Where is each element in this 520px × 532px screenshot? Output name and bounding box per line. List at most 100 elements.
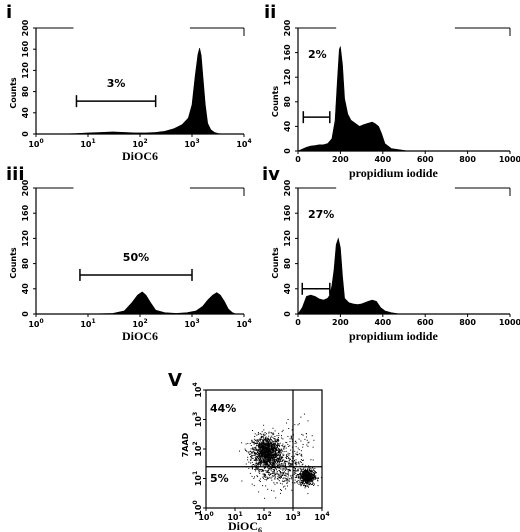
scatter-point (276, 440, 278, 442)
scatter-point (308, 481, 310, 483)
scatter-point (272, 471, 273, 473)
scatter-point (273, 462, 275, 464)
scatter-point (270, 457, 272, 459)
scatter-point (294, 459, 295, 461)
scatter-point (253, 441, 255, 443)
scatter-point (273, 464, 275, 465)
scatter-point (306, 436, 307, 438)
scatter-point (303, 459, 304, 461)
scatter-point (312, 476, 314, 478)
scatter-point (308, 480, 310, 482)
scatter-point (255, 469, 257, 470)
scatter-point (268, 453, 270, 455)
scatter-point (315, 477, 317, 479)
scatter-point (259, 469, 261, 471)
scatter-point (299, 453, 301, 455)
scatter-point (265, 461, 267, 463)
scatter-point (273, 460, 275, 461)
scatter-point (295, 459, 297, 461)
scatter-point (272, 451, 274, 453)
scatter-point (262, 476, 264, 478)
scatter-point (260, 450, 262, 452)
scatter-point (265, 455, 267, 457)
scatter-point (259, 448, 261, 450)
scatter-point (263, 453, 265, 455)
scatter-point (291, 460, 293, 462)
scatter-point (275, 455, 277, 457)
scatter-point (280, 492, 281, 494)
scatter-point (270, 453, 272, 455)
scatter-point (259, 464, 261, 466)
scatter-point (256, 457, 258, 459)
scatter-point (249, 443, 251, 444)
scatter-point (277, 459, 279, 461)
scatter-point (241, 480, 243, 482)
scatter-point (299, 480, 301, 482)
scatter-point (265, 442, 267, 444)
scatter-point (262, 447, 264, 449)
scatter-point (307, 485, 309, 487)
scatter-point (269, 464, 271, 466)
scatter-point (297, 454, 299, 456)
scatter-point (278, 459, 280, 461)
scatter-point (281, 437, 283, 439)
scatter-point (274, 464, 276, 466)
panel-label: iv (262, 164, 280, 185)
panel-label: iii (6, 164, 25, 185)
scatter-point (313, 485, 315, 486)
scatter-point (259, 441, 261, 443)
scatter-point (295, 464, 297, 466)
scatter-point (273, 459, 274, 461)
scatter-point (271, 449, 273, 451)
scatter-point (308, 474, 310, 476)
scatter-point (261, 448, 263, 450)
scatter-point (272, 427, 274, 429)
scatter-point (272, 467, 274, 468)
scatter-point (253, 442, 255, 444)
scatter-point (271, 473, 273, 474)
scatter-point (252, 464, 254, 465)
x-tick-label: 600 (417, 155, 434, 164)
scatter-point (273, 472, 275, 474)
scatter-point (273, 456, 275, 458)
scatter-point (247, 442, 249, 444)
scatter-cluster (279, 413, 315, 478)
scatter-point (284, 463, 286, 465)
scatter-point (256, 457, 258, 459)
scatter-point (269, 448, 271, 450)
scatter-point (256, 460, 258, 462)
scatter-point (265, 467, 266, 469)
scatter-point (279, 455, 281, 456)
scatter-point (260, 457, 262, 459)
scatter-point (313, 477, 315, 479)
scatter-point (264, 434, 266, 436)
x-axis-title: propidium iodide (349, 166, 438, 180)
scatter-point (264, 474, 266, 476)
scatter-point (257, 456, 259, 458)
scatter-point (281, 463, 283, 465)
scatter-point (256, 448, 258, 450)
scatter-point (301, 480, 303, 482)
scatter-point (262, 436, 264, 438)
scatter-point (268, 464, 269, 466)
scatter-point (261, 454, 263, 456)
scatter-point (287, 435, 289, 437)
scatter-point (298, 438, 300, 440)
scatter-point (258, 445, 260, 447)
scatter-point (309, 470, 311, 472)
scatter-point (310, 468, 312, 470)
scatter-point (310, 480, 312, 482)
scatter-point (277, 459, 279, 461)
scatter-point (282, 443, 284, 445)
scatter-point (253, 449, 255, 451)
scatter-point (297, 453, 299, 455)
scatter-point (272, 432, 274, 434)
scatter-point (295, 453, 297, 455)
scatter-point (301, 475, 303, 477)
scatter-point (261, 436, 263, 438)
scatter-point (262, 485, 264, 487)
scatter-point (302, 444, 304, 445)
y-tick-label: 200 (21, 19, 30, 36)
scatter-point (272, 457, 273, 459)
scatter-point (258, 454, 260, 456)
